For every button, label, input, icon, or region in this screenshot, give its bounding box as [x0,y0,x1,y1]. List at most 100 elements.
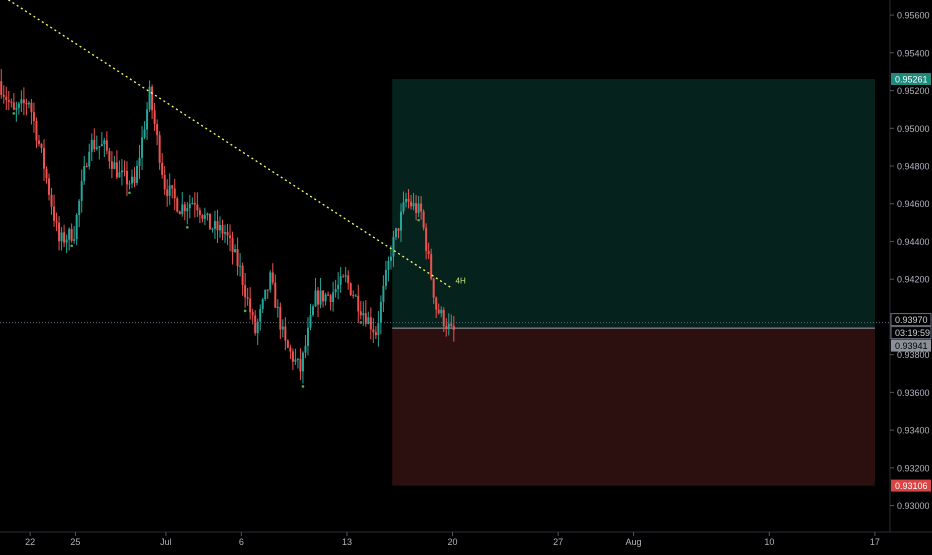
time-axis: 22 25 Jul 6 13 20 27 Aug 10 17 [25,532,880,547]
candle [337,272,340,300]
candle-body [246,297,249,299]
candle [85,162,88,168]
candle [276,299,279,318]
candle-body [95,147,98,150]
candle-body [369,317,372,330]
candle-body [289,347,292,352]
candle-body [342,276,345,278]
candle [103,137,106,157]
candle-body [156,124,159,136]
candle [68,227,71,251]
candle-body [299,358,302,372]
y-tick-label: 0.95200 [897,86,930,96]
candle-body [130,176,133,184]
candle [291,348,294,370]
candle [389,245,392,270]
take-profit-zone[interactable] [392,79,875,329]
candle-body [25,103,28,105]
candle [420,195,423,220]
candle-body [422,211,425,228]
y-tick-label: 0.94200 [897,275,930,285]
candle [299,348,302,381]
candle [10,98,13,108]
candle [430,248,433,281]
candle-body [382,286,385,302]
candle [113,155,116,170]
candle [80,169,83,213]
candle [319,277,322,309]
price-labels: 0.95261 0.93106 0.93970 03:19:59 0.93941 [890,73,932,492]
countdown-label: 03:19:59 [890,326,932,340]
candle-body [55,220,58,223]
candle [168,173,171,205]
candle [178,210,181,215]
signal-dot [70,244,73,248]
x-tick: 27 [553,532,563,547]
candle-body [450,323,453,326]
candle [243,273,247,313]
candle [327,291,330,296]
candle [437,303,440,315]
y-tick: 0.93800 [890,350,930,360]
candle-body [168,185,171,196]
candle-body [27,102,30,105]
countdown-label-bg [890,326,932,340]
candle [143,121,146,140]
candle-body [337,284,340,290]
x-tick: Aug [626,532,642,547]
candle-body [208,213,211,230]
candle [163,166,166,196]
candle [352,290,355,299]
candle-body [397,228,400,231]
candle [387,256,390,282]
candle-body [206,213,209,216]
candle-body [415,203,418,213]
candle-body [133,176,136,183]
candle [141,125,144,171]
candle [201,214,204,223]
x-tick-label: 25 [70,537,80,547]
candle [226,223,229,246]
candle-body [5,96,8,101]
candle-body [73,239,76,241]
candle-body [196,204,199,211]
candle-body [78,200,81,216]
candle [158,131,161,170]
candle-body [75,215,78,240]
entry-price-label: 0.93941 [891,339,931,352]
candle [188,194,191,219]
candle [435,296,438,318]
stop-loss-zone[interactable] [392,328,875,486]
candle-body [445,326,448,329]
candle [407,188,410,209]
candles [0,68,455,388]
candle-body [113,162,116,169]
candle [88,143,91,170]
candle [440,306,443,318]
candle-body [442,309,445,327]
candle [173,178,176,211]
candle [146,102,149,140]
candle [379,295,382,335]
candle-body [221,225,224,234]
candle-body [251,312,254,316]
candle-body [143,129,146,138]
candle-body [45,168,48,179]
candle [309,303,312,331]
candle-body [17,103,20,108]
x-tick-label: 27 [553,537,563,547]
candle [191,197,194,205]
candle [196,192,199,217]
candle [397,228,400,239]
candle [120,159,123,186]
candle-body [387,260,390,270]
candle-body [264,289,267,300]
candle [415,195,418,221]
candle-body [201,215,204,219]
candle-body [324,294,327,302]
x-tick: 17 [870,532,880,547]
candle [367,311,370,325]
candle-body [10,101,13,103]
